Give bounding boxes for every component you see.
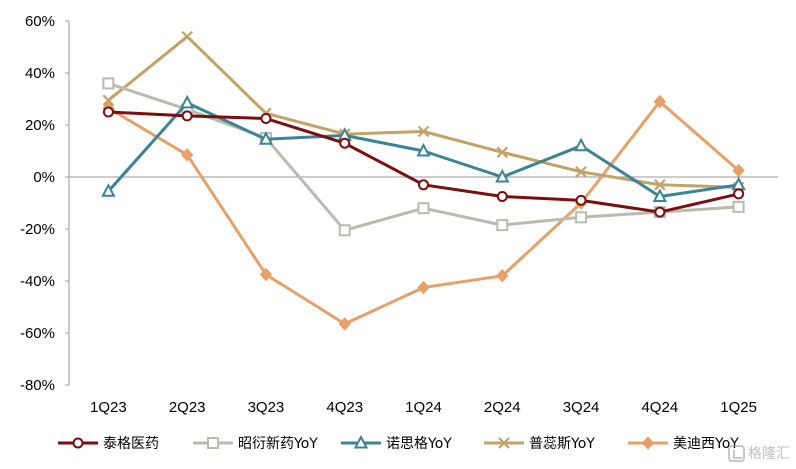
y-tick-label: -60% bbox=[20, 325, 55, 342]
data-point bbox=[496, 269, 509, 283]
x-tick-label: 2Q24 bbox=[484, 399, 521, 416]
data-point bbox=[180, 148, 194, 162]
legend-swatch-marker bbox=[641, 436, 655, 450]
data-point bbox=[180, 94, 195, 109]
data-point bbox=[102, 77, 115, 90]
series-4 bbox=[102, 30, 745, 194]
data-point bbox=[416, 142, 431, 157]
legend-swatch-marker bbox=[72, 437, 84, 449]
watermark-logo-icon bbox=[728, 444, 745, 462]
data-point bbox=[338, 317, 351, 331]
data-point bbox=[575, 166, 587, 178]
legend-swatch-marker bbox=[207, 437, 219, 449]
data-point bbox=[733, 188, 745, 200]
y-tick-label: 60% bbox=[25, 13, 55, 30]
series-line bbox=[106, 35, 741, 189]
data-point bbox=[101, 183, 116, 197]
series-3 bbox=[101, 94, 746, 202]
data-point bbox=[417, 280, 430, 295]
legend-swatch-marker bbox=[498, 437, 510, 449]
y-tick-label: -40% bbox=[20, 273, 55, 290]
legend-swatch-marker bbox=[353, 434, 369, 449]
watermark: 格隆汇 bbox=[728, 443, 790, 463]
legend-label: 普蕊斯YoY bbox=[529, 436, 595, 452]
data-point bbox=[102, 94, 115, 107]
data-point bbox=[258, 131, 274, 145]
legend-label: 诺思格YoY bbox=[386, 436, 452, 452]
y-tick-label: 20% bbox=[25, 117, 55, 134]
legend-item: 泰格医药 bbox=[58, 436, 159, 452]
legend-label: 美迪西YoY bbox=[673, 436, 739, 452]
data-point bbox=[181, 110, 193, 122]
legend-label: 泰格医药 bbox=[103, 436, 159, 452]
x-tick-label: 1Q25 bbox=[720, 399, 757, 416]
data-point bbox=[654, 179, 666, 191]
data-point bbox=[573, 137, 589, 152]
data-point bbox=[338, 224, 351, 237]
data-point bbox=[575, 211, 588, 224]
data-point bbox=[418, 179, 429, 191]
y-tick-label: -20% bbox=[20, 221, 55, 238]
legend: 泰格医药 昭衍新药YoY 诺思格YoY 普蕊斯YoY 美迪西YoY bbox=[58, 434, 739, 452]
x-tick-label: 4Q24 bbox=[641, 399, 678, 416]
data-point bbox=[260, 113, 272, 124]
data-point bbox=[654, 206, 666, 218]
y-tick-label: 40% bbox=[25, 65, 55, 82]
data-point bbox=[496, 219, 509, 232]
data-point bbox=[496, 191, 508, 202]
x-tick-label: 3Q23 bbox=[248, 399, 285, 416]
legend-item: 普蕊斯YoY bbox=[484, 436, 595, 452]
legend-item: 昭衍新药YoY bbox=[193, 436, 318, 452]
data-point bbox=[732, 200, 745, 213]
data-point bbox=[339, 137, 351, 149]
data-point bbox=[652, 188, 667, 202]
data-point bbox=[575, 194, 587, 206]
x-tick-label: 2Q23 bbox=[169, 399, 206, 416]
data-point bbox=[496, 146, 509, 159]
data-point bbox=[495, 168, 510, 183]
data-point bbox=[732, 163, 745, 178]
data-point bbox=[417, 125, 430, 138]
data-point bbox=[653, 94, 667, 109]
y-tick-label: -80% bbox=[20, 377, 55, 394]
legend-item: 美迪西YoY bbox=[628, 436, 739, 452]
series-line bbox=[106, 110, 741, 214]
x-tick-label: 3Q24 bbox=[563, 399, 600, 416]
watermark-text: 格隆汇 bbox=[748, 446, 790, 462]
x-tick-label: 4Q23 bbox=[326, 399, 363, 416]
data-point bbox=[731, 176, 746, 191]
data-point bbox=[102, 106, 114, 118]
x-tick-label: 1Q23 bbox=[90, 399, 127, 416]
x-tick-label: 1Q24 bbox=[405, 399, 442, 416]
legend-label: 昭衍新药YoY bbox=[238, 436, 318, 452]
data-point bbox=[417, 202, 430, 215]
axes: -80% -60% -40% -20% 0% 20% 40% 60% 1Q23 2Q23 3Q23 4… bbox=[20, 13, 778, 416]
y-tick-label: 0% bbox=[33, 169, 55, 186]
data-point bbox=[181, 30, 193, 43]
legend-item: 诺思格YoY bbox=[341, 434, 452, 452]
series-1 bbox=[102, 106, 745, 218]
data-point bbox=[259, 267, 273, 282]
series-layer bbox=[101, 30, 746, 331]
